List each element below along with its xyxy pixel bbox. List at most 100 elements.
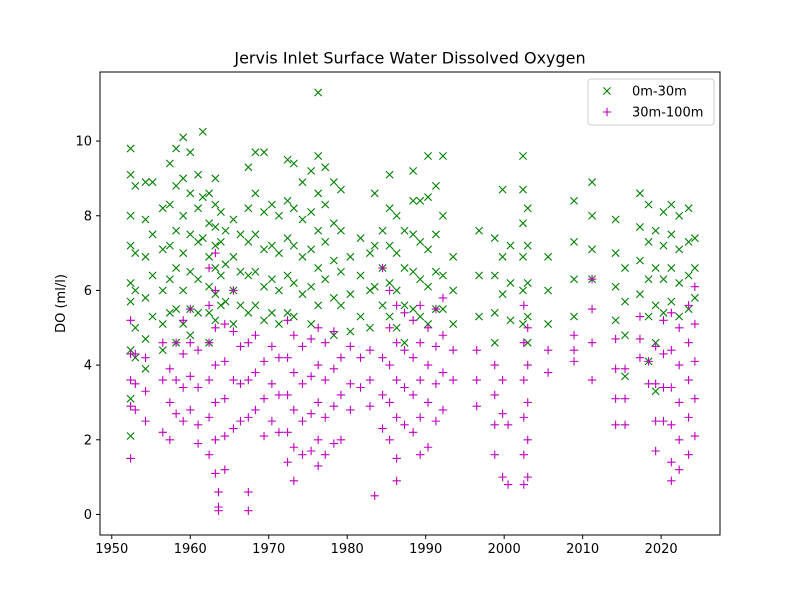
data-point <box>448 375 458 385</box>
data-point <box>490 450 499 459</box>
data-point <box>523 472 532 482</box>
data-point <box>158 428 167 437</box>
data-point <box>165 275 174 284</box>
data-point <box>490 234 499 243</box>
data-point <box>611 334 620 344</box>
data-point <box>498 290 507 299</box>
x-tick-label: 1960 <box>174 542 207 557</box>
data-point <box>423 323 433 332</box>
data-point <box>244 237 253 246</box>
data-point <box>336 226 345 235</box>
data-point <box>651 301 660 310</box>
data-point <box>251 331 260 340</box>
data-point <box>674 323 684 332</box>
data-point <box>635 222 644 231</box>
data-point <box>621 331 630 340</box>
data-point <box>220 465 229 474</box>
data-point <box>131 379 140 388</box>
data-point <box>400 226 409 235</box>
data-point <box>313 461 323 471</box>
data-point <box>274 390 284 400</box>
data-point <box>251 267 260 276</box>
data-point <box>211 286 220 295</box>
data-point <box>211 360 220 370</box>
data-point <box>165 241 174 250</box>
data-point <box>158 346 167 355</box>
data-point <box>438 368 448 377</box>
data-point <box>611 420 620 430</box>
data-point <box>498 409 507 418</box>
data-point <box>194 204 203 213</box>
y-tick-label: 8 <box>84 209 92 224</box>
data-point <box>448 345 458 355</box>
data-point <box>438 331 448 340</box>
data-point <box>409 230 418 239</box>
data-point <box>431 230 440 239</box>
legend-label: 30m-100m <box>632 106 703 121</box>
data-point <box>651 226 660 235</box>
data-point <box>193 383 203 392</box>
data-point <box>321 338 330 347</box>
data-point <box>611 394 620 403</box>
data-point <box>408 316 418 325</box>
data-point <box>158 338 167 347</box>
data-point <box>244 271 253 280</box>
data-point <box>544 286 553 295</box>
data-point <box>216 271 225 280</box>
data-point <box>211 248 220 258</box>
plot-background <box>100 72 720 535</box>
data-point <box>506 241 515 250</box>
data-point <box>274 286 283 295</box>
data-point <box>370 491 379 500</box>
data-point <box>385 435 394 444</box>
y-axis-label: DO (ml/l) <box>54 274 69 333</box>
data-point <box>370 282 379 291</box>
data-point <box>675 245 684 254</box>
data-point <box>298 450 307 459</box>
data-point <box>298 379 307 388</box>
data-point <box>378 390 387 400</box>
data-point <box>588 211 597 220</box>
data-point <box>570 196 579 205</box>
data-point <box>611 364 620 374</box>
data-point <box>365 375 375 385</box>
data-point <box>621 264 630 273</box>
data-point <box>620 420 630 430</box>
x-tick-label: 1990 <box>409 542 442 557</box>
data-point <box>216 237 225 246</box>
data-point <box>385 360 394 370</box>
data-point <box>321 200 330 209</box>
data-point <box>438 405 448 415</box>
data-point <box>251 189 260 198</box>
data-point <box>259 357 269 366</box>
data-point <box>165 364 175 374</box>
data-point <box>283 428 292 437</box>
data-point <box>690 357 700 366</box>
data-point <box>385 286 394 295</box>
data-point <box>198 193 207 202</box>
legend-items: 0m-30m 30m-100m <box>602 85 703 121</box>
data-point <box>409 305 418 314</box>
data-point <box>289 159 298 168</box>
data-point <box>148 178 157 187</box>
data-point <box>306 446 316 456</box>
y-tick-label: 4 <box>84 359 92 374</box>
data-point <box>356 271 365 280</box>
data-point <box>289 405 299 415</box>
data-point <box>236 416 245 426</box>
data-point <box>251 368 260 377</box>
data-point <box>346 379 355 388</box>
data-point <box>423 360 433 370</box>
data-point <box>519 286 528 295</box>
data-point <box>321 163 330 172</box>
data-point <box>385 323 394 332</box>
data-point <box>194 170 203 179</box>
data-point <box>472 375 481 385</box>
data-point <box>172 144 181 153</box>
data-point <box>611 249 620 258</box>
data-point <box>321 413 330 422</box>
data-point <box>490 390 499 400</box>
data-point <box>148 271 157 280</box>
data-point <box>126 375 135 385</box>
data-point <box>424 193 433 202</box>
